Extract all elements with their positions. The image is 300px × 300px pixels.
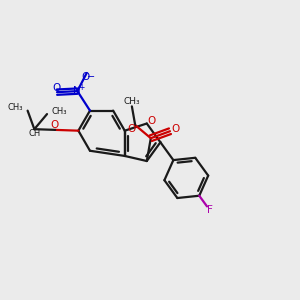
- Text: −: −: [87, 71, 95, 82]
- Text: CH₃: CH₃: [51, 107, 67, 116]
- Text: CH₃: CH₃: [124, 97, 140, 106]
- Text: O: O: [50, 120, 58, 130]
- Text: O: O: [82, 72, 90, 82]
- Text: CH₃: CH₃: [8, 103, 23, 112]
- Text: O: O: [52, 83, 60, 93]
- Text: CH: CH: [28, 129, 40, 138]
- Text: N: N: [73, 86, 80, 96]
- Text: O: O: [147, 116, 156, 125]
- Text: +: +: [78, 83, 84, 92]
- Text: O: O: [171, 124, 179, 134]
- Text: F: F: [207, 205, 213, 215]
- Text: O: O: [128, 124, 136, 134]
